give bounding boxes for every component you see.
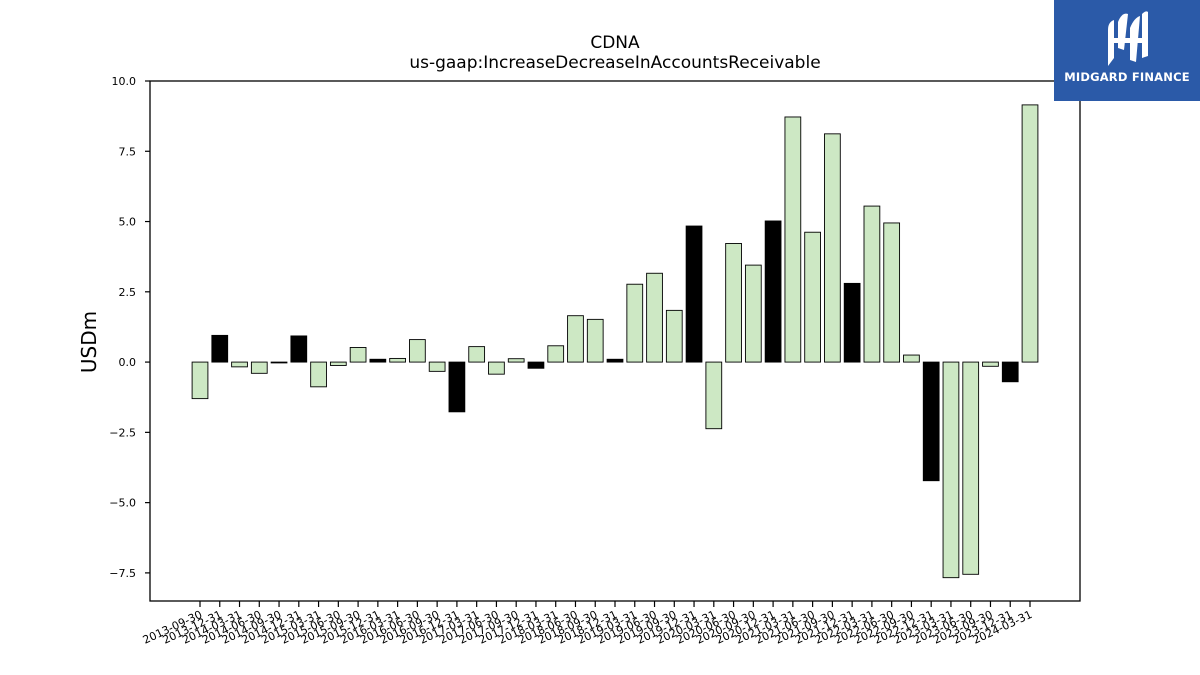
bar-2013-12-31 [211, 334, 229, 363]
bar-2023-09-30 [982, 361, 999, 367]
y-tick-label: −5.0 [109, 497, 136, 510]
x-axis-ticks: 2013-09-302013-12-312014-03-312014-06-30… [141, 601, 1034, 647]
bar-2019-12-31 [685, 225, 703, 363]
chart-title: CDNA [590, 33, 640, 53]
bar-2019-09-30 [665, 309, 683, 363]
y-tick-label: 0.0 [119, 356, 137, 369]
bar-2020-03-31 [705, 361, 723, 430]
bar-2021-03-31 [784, 116, 802, 363]
bar-2022-09-30 [903, 354, 920, 363]
bar-2021-12-31 [843, 282, 861, 363]
bar-2013-09-30 [191, 361, 209, 400]
bar-2014-06-30 [250, 361, 268, 374]
bar-2020-09-30 [744, 264, 762, 363]
logo-text: MIDGARD FINANCE [1064, 70, 1190, 84]
bar-2017-09-30 [507, 358, 525, 363]
y-axis-label: USDm [77, 311, 101, 373]
bar-2018-03-31 [547, 345, 565, 363]
bar-2016-12-31 [448, 361, 466, 413]
bar-2016-06-30 [409, 339, 426, 363]
midgard-logo-icon [1108, 11, 1148, 66]
bar-2023-03-31 [942, 361, 960, 579]
bar-2022-12-31 [922, 361, 940, 482]
bar-2021-09-30 [824, 133, 841, 363]
bar-2020-06-30 [725, 243, 742, 363]
plot-frame [149, 80, 1081, 602]
chart-subtitle: us-gaap:IncreaseDecreaseInAccountsReceiv… [409, 53, 820, 73]
bar-2016-09-30 [428, 361, 446, 372]
y-tick-label: 10.0 [112, 75, 137, 88]
bar-2021-06-30 [804, 231, 821, 363]
bar-2022-06-30 [883, 222, 901, 363]
bar-2018-12-31 [606, 358, 624, 363]
bar-2015-03-31 [310, 361, 327, 388]
y-tick-label: −7.5 [109, 567, 136, 580]
bar-2018-06-30 [567, 315, 584, 363]
bar-2022-03-31 [863, 205, 881, 363]
bar-2019-03-31 [626, 283, 644, 363]
y-axis-ticks: −7.5 −5.0 −2.5 0.0 2.5 5.0 7.5 10.0 [109, 75, 150, 580]
midgard-finance-logo: MIDGARD FINANCE [1054, 0, 1200, 101]
bar-2023-06-30 [962, 361, 980, 575]
y-tick-label: 5.0 [119, 216, 137, 229]
bar-2023-12-31 [1001, 361, 1019, 383]
bar-2017-06-30 [488, 361, 505, 375]
bars-group [191, 104, 1039, 579]
bar-2019-06-30 [646, 272, 663, 363]
bar-2016-03-31 [389, 357, 406, 363]
bar-2015-09-30 [349, 347, 367, 363]
y-tick-label: 2.5 [119, 286, 137, 299]
bar-2014-12-31 [290, 335, 308, 363]
bar-2014-03-31 [231, 361, 248, 368]
bar-2015-12-31 [369, 358, 387, 363]
bar-2018-09-30 [586, 318, 604, 363]
bar-2014-09-30 [270, 361, 288, 364]
bar-2024-03-31 [1021, 104, 1039, 363]
bar-2015-06-30 [329, 361, 347, 366]
bar-2017-03-31 [468, 346, 486, 363]
y-tick-label: −2.5 [109, 426, 136, 439]
y-tick-label: 7.5 [119, 145, 137, 158]
bar-2017-12-31 [527, 361, 545, 369]
bar-2020-12-31 [764, 220, 782, 363]
